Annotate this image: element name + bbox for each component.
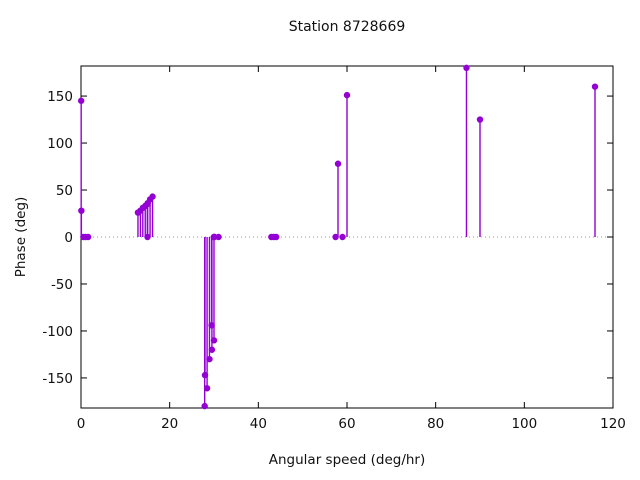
y-tick-label: 100 — [47, 136, 73, 152]
data-point — [476, 116, 484, 123]
data-point — [208, 322, 215, 329]
data-point — [332, 233, 339, 241]
axis-tick-labels: 0 20 40 60 80 100 120 -150 -100 -50 0 50 100 150 — [42, 89, 626, 432]
y-tick-label: -100 — [42, 324, 73, 340]
data-point — [84, 233, 92, 241]
data-point — [208, 346, 216, 353]
y-tick-label: -150 — [42, 371, 73, 387]
y-tick-label: 0 — [64, 230, 73, 246]
data-point — [210, 337, 218, 344]
y-tick-label: 50 — [56, 183, 73, 199]
y-tick-label: 150 — [47, 89, 73, 105]
data-point — [78, 207, 85, 214]
data-point — [334, 160, 342, 167]
x-tick-label: 100 — [511, 416, 537, 432]
data-point — [77, 97, 85, 104]
x-tick-label: 120 — [600, 416, 626, 432]
data-point — [201, 371, 209, 379]
data-point — [463, 64, 470, 72]
axis-ticks — [80, 66, 614, 408]
data-point — [203, 385, 211, 392]
y-axis-title: Phase (deg) — [13, 196, 29, 278]
chart-title: Station 8728669 — [288, 19, 406, 35]
x-tick-label: 60 — [338, 416, 355, 432]
data-point — [591, 83, 599, 90]
data-point — [215, 233, 222, 241]
x-tick-label: 40 — [250, 416, 267, 432]
data-point — [144, 233, 151, 241]
x-tick-label: 80 — [427, 416, 444, 432]
y-tick-label: -50 — [51, 277, 73, 293]
data-point — [343, 91, 351, 99]
x-tick-label: 0 — [77, 416, 86, 432]
data-point — [206, 355, 213, 363]
data-point — [149, 193, 156, 200]
data-point — [201, 402, 208, 410]
x-tick-label: 20 — [161, 416, 178, 432]
data-points — [77, 64, 599, 410]
stem-lines — [80, 67, 596, 407]
x-axis-title: Angular speed (deg/hr) — [268, 452, 426, 468]
data-point — [272, 233, 280, 241]
data-point — [339, 233, 346, 241]
